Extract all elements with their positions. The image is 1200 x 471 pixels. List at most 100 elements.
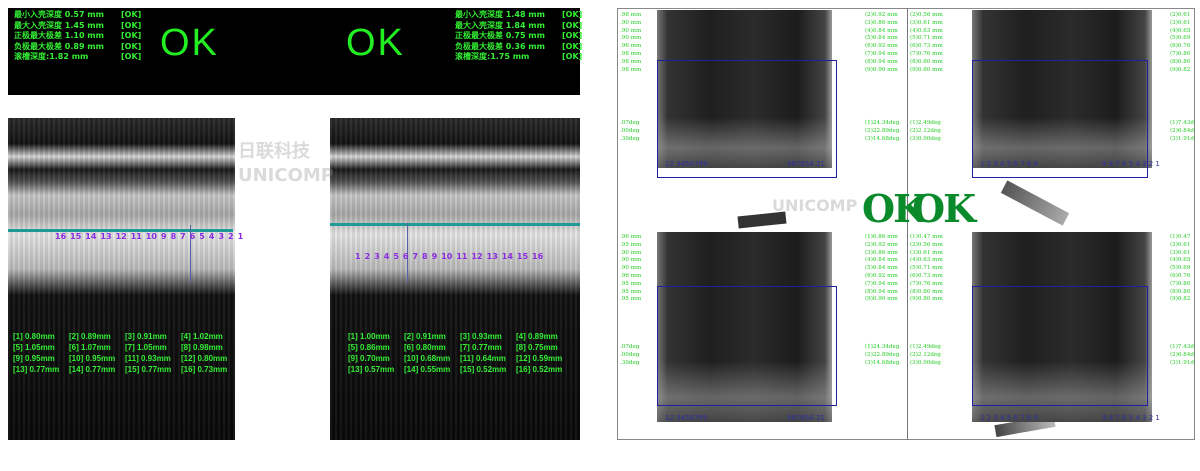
quadrant: (1)0.47 mm (2)0.56 mm (3)0.61 mm (4)0.63… [907, 224, 1195, 440]
point-labels-left: 1 2 3 4 5 6 7 8 9 [980, 414, 1038, 422]
measurement-row: 滚槽深度:1.75 mm [OK] [455, 52, 585, 63]
depth-value: [13] 0.77mm [13, 365, 60, 374]
depth-value: [15] 0.77mm [125, 365, 172, 374]
measurement-label: 最小入壳深度 0.57 mm [14, 10, 104, 19]
thickness-left: (1)0.47 mm (2)0.56 mm (3)0.61 mm (4)0.63… [910, 234, 943, 303]
point-label: 4 [208, 232, 215, 241]
reference-line-right [330, 223, 580, 226]
point-labels-right: 9 8 7 6 5 4 3 2 1 [1102, 414, 1160, 422]
depth-value: [4] 1.02mm [181, 332, 223, 341]
depth-value: [11] 0.64mm [460, 354, 506, 363]
measurements-left: 最小入壳深度 0.57 mm [OK] 最大入壳深度 1.45 mm [OK] 正极最大… [14, 10, 144, 63]
thickness-right: (2)0.61 (3)0.61 (4)0.65 (5)0.69 (6)0.76 … [1170, 12, 1191, 73]
depth-value: [5] 0.86mm [348, 343, 390, 352]
point-label: 11 [130, 232, 142, 241]
depth-value: [10] 0.95mm [69, 354, 116, 363]
measurement-status: [OK] [562, 20, 583, 30]
point-label: 10 [441, 252, 453, 261]
depth-value: [8] 0.98mm [181, 343, 223, 352]
roi-box [657, 60, 837, 178]
battery-cylinder [972, 232, 1152, 422]
depth-value: [7] 0.77mm [460, 343, 502, 352]
thickness-left: (2)0.56 mm (3)0.61 mm (4)0.63 mm (5)0.71… [910, 12, 943, 73]
battery-cylinder [657, 10, 832, 168]
measurement-row: 正极最大极差 0.75 mm [OK] [455, 31, 585, 42]
thickness-right: (1)0.47 (2)0.61 (3)0.61 (4)0.65 (5)0.69 … [1170, 234, 1191, 303]
depth-value: [10] 0.68mm [404, 354, 451, 363]
point-label: 14 [501, 252, 513, 261]
measurement-row: 最小入壳深度 1.48 mm [OK] [455, 10, 585, 21]
measurement-label: 负极最大极差 0.36 mm [455, 41, 545, 51]
depth-value: [16] 0.73mm [181, 365, 228, 374]
angle-left: .07deg .00deg .30deg [620, 120, 640, 142]
point-label: 5 [393, 252, 399, 261]
result-ok-right: OK [346, 22, 405, 64]
angle-right: (1)24.34deg (2)22.89deg (3)14.68deg [865, 344, 900, 366]
point-labels-left: 12 3456789 [665, 414, 708, 422]
depth-value: [1] 1.00mm [348, 332, 390, 341]
measurement-label: 最小入壳深度 1.48 mm [455, 10, 545, 19]
depth-line-right [407, 223, 408, 283]
thickness-left: .98 mm .90 mm .90 mm .90 mm .96 mm .98 m… [620, 12, 642, 73]
measurement-row: 滚槽深度:1.82 mm [OK] [14, 52, 144, 63]
point-label: 7 [180, 232, 186, 241]
measurement-label: 最大入壳深度 1.84 mm [455, 20, 545, 30]
measurement-status: [OK] [121, 41, 142, 51]
measurement-label: 负极最大极差 0.89 mm [14, 41, 104, 51]
depth-value: [13] 0.57mm [348, 365, 395, 374]
point-label: 13 [486, 252, 498, 261]
battery-cylinder [657, 232, 832, 422]
point-label: 3 [374, 252, 380, 261]
point-label: 1 [237, 232, 244, 241]
point-labels-left: 1 2 3 4 5 6 7 8 9 [980, 160, 1038, 168]
point-label: 16 [55, 232, 67, 241]
point-label: 9 [160, 232, 167, 241]
result-ok-left: OK [862, 186, 926, 231]
measurement-label: 正极最大极差 0.75 mm [455, 31, 545, 40]
depth-line-left [190, 225, 191, 283]
watermark-logo: UNICOMP [772, 196, 858, 215]
angle-left: (1)2.49deg (2)2.12deg (3)0.00deg [910, 120, 941, 142]
roi-box [972, 60, 1148, 178]
measurements-right: 最小入壳深度 1.48 mm [OK] 最大入壳深度 1.84 mm [OK] 正极最大… [455, 10, 585, 63]
measurement-status: [OK] [121, 10, 142, 19]
point-label: 12 [471, 252, 483, 261]
xray-image-left [8, 118, 235, 440]
depth-value: [14] 0.77mm [69, 365, 116, 374]
measurement-row: 负极最大极差 0.89 mm [OK] [14, 42, 144, 53]
point-label: 8 [422, 252, 428, 261]
point-labels-left: 16 15 14 13 12 11 10 9 8 7 6 5 4 3 2 1 [55, 232, 243, 241]
point-label: 8 [170, 232, 177, 241]
point-label: 13 [100, 232, 112, 241]
measurement-status: [OK] [121, 52, 142, 61]
depth-value: [9] 0.95mm [13, 354, 55, 363]
watermark-logo: 日联科技 UNICOMP [238, 140, 334, 188]
measurement-label: 最大入壳深度 1.45 mm [14, 20, 104, 30]
depth-value: [15] 0.52mm [460, 365, 507, 374]
depth-value: [4] 0.89mm [516, 332, 558, 341]
watermark-text: 日联科技 UNICOMP [238, 141, 334, 186]
point-label: 2 [364, 252, 371, 261]
depth-value: [5] 1.05mm [13, 343, 55, 352]
depth-value: [2] 0.91mm [404, 332, 446, 341]
measurement-row: 最小入壳深度 0.57 mm [OK] [14, 10, 144, 21]
point-labels-right: 987654 21 [787, 160, 825, 168]
depth-value: [3] 0.93mm [460, 332, 502, 341]
point-label: 2 [228, 232, 234, 241]
depth-value: [2] 0.89mm [69, 332, 111, 341]
battery-cylinder [972, 10, 1152, 168]
panel-divider [907, 8, 908, 440]
point-label: 4 [383, 252, 390, 261]
depth-value: [3] 0.91mm [125, 332, 167, 341]
thickness-left: .96 mm .95 mm .90 mm .90 mm .90 mm .96 m… [620, 234, 642, 303]
depth-value: [6] 1.07mm [69, 343, 111, 352]
point-label: 11 [456, 252, 468, 261]
measurement-label: 正极最大极差 1.10 mm [14, 31, 104, 40]
point-label: 12 [115, 232, 127, 241]
angle-right: (1)7.43d (2)6.84d (3)1.91d [1170, 344, 1194, 366]
depth-value: [7] 1.05mm [125, 343, 167, 352]
depth-value: [1] 0.80mm [13, 332, 55, 341]
measurement-status: [OK] [562, 10, 583, 19]
measurement-status: [OK] [562, 31, 583, 40]
result-ok-left: OK [160, 22, 219, 64]
